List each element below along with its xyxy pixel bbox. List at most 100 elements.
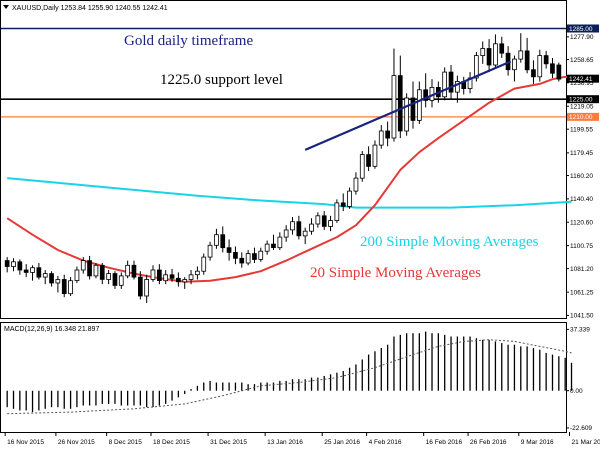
candle-body (347, 190, 352, 207)
candle-body (80, 260, 86, 271)
candle-body (201, 256, 207, 272)
candle-body (448, 71, 454, 93)
current-price-tag-bg (567, 74, 599, 83)
candle-body (366, 154, 371, 167)
support-trendline (304, 60, 512, 151)
candle-body (277, 236, 283, 249)
candle-body (416, 89, 422, 121)
candle-body (290, 221, 295, 231)
price-tick-label: 1219.05 (570, 104, 594, 111)
candle-body (144, 279, 149, 297)
macd-signal-line (7, 339, 572, 415)
candle-body (499, 43, 505, 54)
candle-body (93, 264, 99, 277)
price-tick-label: 1140.40 (570, 196, 593, 203)
candle-body (423, 89, 429, 101)
price-tick-label: 1041.50 (570, 313, 594, 320)
candle-body (252, 253, 257, 260)
macd-tick-label: 37.339 (570, 327, 590, 334)
candle-body (486, 48, 492, 66)
level-tag-1225: 1225.00 (569, 96, 593, 103)
candle-body (328, 220, 333, 227)
candle-body (372, 144, 378, 167)
candle-body (49, 273, 54, 284)
candle-body (106, 273, 111, 280)
candle-body (61, 279, 67, 295)
level-tag-1285: 1285.00 (569, 26, 593, 33)
candle-body (512, 58, 517, 71)
candle-body (214, 234, 219, 246)
macd-tick-label: -22.609 (570, 425, 592, 432)
candle-body (302, 230, 308, 237)
candle-body (182, 279, 188, 283)
sma200-annotation: 200 Simple Moving Averages (360, 234, 539, 250)
candle-body (524, 50, 530, 71)
candle-body (493, 43, 498, 66)
candle-body (543, 55, 549, 65)
candle-body (4, 260, 10, 267)
candle-body (17, 261, 23, 271)
header-triangle-icon (3, 5, 9, 9)
price-tick-label: 1179.45 (570, 150, 593, 157)
price-tick-label: 1100.75 (570, 243, 593, 250)
candle-body (385, 130, 391, 139)
sma20-line (6, 75, 572, 283)
candle-body (163, 274, 168, 282)
candle-body (55, 279, 61, 284)
level-tag-1210: 1210.00 (569, 114, 593, 121)
candle-body (188, 274, 194, 280)
macd-panel-frame (0, 322, 567, 433)
candle-body (531, 69, 536, 78)
candle-body (99, 264, 105, 280)
date-tick-label: 31 Dec 2015 (210, 439, 247, 446)
candle-body (74, 269, 80, 282)
date-tick-label: 18 Dec 2015 (153, 439, 190, 446)
candle-body (125, 264, 130, 277)
candle-body (226, 247, 232, 253)
candle-body (315, 215, 321, 225)
date-tick-label: 16 Nov 2015 (7, 439, 44, 446)
price-tick-label: 1199.55 (570, 126, 593, 133)
date-tick-label: 9 Mar 2016 (521, 439, 554, 446)
candle-body (321, 215, 327, 227)
level-tag-1225-bg (567, 95, 599, 104)
candle-body (442, 71, 448, 98)
candle-body (220, 234, 226, 249)
price-tick-label: 1277.90 (570, 34, 594, 41)
price-tick-label: 1081.20 (570, 266, 594, 273)
candle-body (23, 269, 29, 273)
candle-body (150, 269, 156, 280)
candle-body (359, 154, 365, 179)
candle-body (112, 273, 118, 286)
candle-body (36, 267, 42, 278)
candle-body (118, 275, 124, 286)
price-tick-label: 1160.20 (570, 173, 593, 180)
date-tick-label: 21 Mar 2016 (572, 439, 600, 446)
macd-label: MACD(12,26,9) 16.348 21.897 (4, 326, 99, 333)
candle-body (264, 243, 270, 252)
date-tick-label: 25 Jan 2016 (324, 439, 360, 446)
macd-tick-label: 0.00 (570, 388, 583, 395)
candle-body (550, 63, 555, 74)
candle-body (410, 97, 416, 121)
candle-body (30, 267, 35, 273)
candle-body (169, 274, 175, 279)
candle-body (258, 250, 264, 260)
candle-body (137, 276, 143, 297)
candle-body (473, 55, 479, 79)
candle-body (378, 130, 384, 146)
candle-body (283, 229, 289, 238)
candle-body (537, 55, 543, 78)
symbol-header: XAUUSD,Daily 1253.84 1255.90 1240.55 124… (12, 5, 168, 12)
candle-body (353, 177, 359, 192)
candle-body (271, 243, 276, 249)
candle-body (11, 261, 16, 267)
candle-body (454, 81, 460, 93)
candle-body (518, 50, 524, 60)
candle-body (391, 75, 397, 139)
level-tag-1210-bg (567, 112, 599, 121)
sma200-line (7, 177, 572, 209)
candle-body (340, 202, 346, 207)
candle-body (233, 251, 238, 259)
